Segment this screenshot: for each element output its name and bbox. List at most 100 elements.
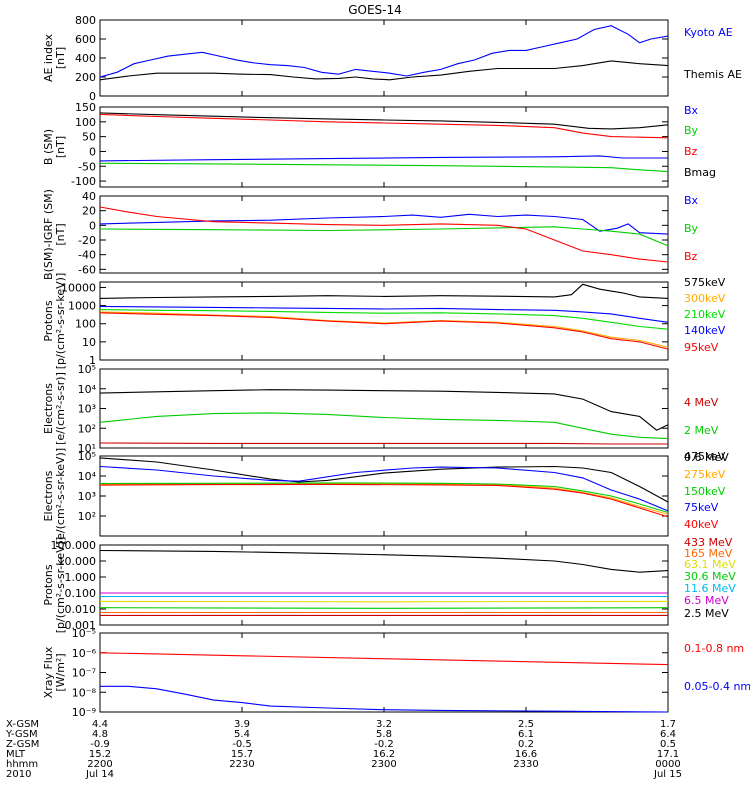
y-axis-label: [nT] <box>54 136 67 158</box>
y-tick-label: 10² <box>78 422 96 435</box>
panel-frame <box>100 369 668 448</box>
y-tick-label: 200 <box>75 71 96 84</box>
y-tick-label: 100 <box>75 318 96 331</box>
panel-electrons_hi: 10¹10²10³10⁴10⁵Electrons[e/(cm²-s-sr)]4 … <box>42 363 729 464</box>
legend-275kev: 275keV <box>684 468 726 481</box>
y-axis-label: [e/(cm²-s-sr)] <box>54 372 67 445</box>
legend-475kev: 475keV <box>684 450 726 463</box>
legend-0-05-0-4-nm: 0.05-0.4 nm <box>684 680 750 693</box>
y-tick-label: -40 <box>78 249 96 262</box>
y-tick-label: 400 <box>75 52 96 65</box>
series-line-by <box>100 163 668 171</box>
x-axis-value: 2330 <box>513 759 538 770</box>
plot-title: GOES-14 <box>348 3 402 17</box>
series-line-0-6-mev <box>100 390 668 431</box>
panel-frame <box>100 196 668 273</box>
y-axis-label: [W/m²] <box>54 653 67 691</box>
y-tick-label: -100 <box>71 175 96 188</box>
legend-210kev: 210keV <box>684 308 726 321</box>
legend-bmag: Bmag <box>684 166 716 179</box>
legend-bx: Bx <box>684 104 699 117</box>
x-axis-value: Jul 15 <box>653 769 682 780</box>
x-axis-table: X-GSMY-GSMZ-GSMMLThhmm20104.44.8-0.915.2… <box>5 719 682 780</box>
legend-575kev: 575keV <box>684 276 726 289</box>
y-tick-label: 0 <box>89 145 96 158</box>
legend-140kev: 140keV <box>684 324 726 337</box>
series-line-150kev <box>100 483 668 513</box>
y-axis-label: [nT] <box>54 223 67 245</box>
y-tick-label: 10² <box>78 510 96 523</box>
x-axis-value: 2300 <box>371 759 396 770</box>
y-tick-label: 10⁻⁵ <box>72 627 96 640</box>
x-axis-value: 2230 <box>229 759 254 770</box>
y-tick-label: 10³ <box>78 490 96 503</box>
panel-electrons_lo: 10²10³10⁴10⁵Electrons[e/(cm²-s-sr-keV)]4… <box>42 448 726 544</box>
y-tick-label: 0.100 <box>65 587 97 600</box>
series-line-30-6-mev <box>100 608 668 609</box>
y-tick-label: 40 <box>82 190 96 203</box>
series-line-2-mev <box>100 413 668 439</box>
y-tick-label: 0.010 <box>65 603 97 616</box>
y-tick-label: 50 <box>82 131 96 144</box>
panel-frame <box>100 107 668 187</box>
y-tick-label: 20 <box>82 205 96 218</box>
y-tick-label: 800 <box>75 14 96 27</box>
legend-bx: Bx <box>684 194 699 207</box>
panel-frame <box>100 20 668 96</box>
series-line-bx <box>100 156 668 161</box>
y-axis-label: [p/(cm²-s-sr-keV)] <box>54 537 67 634</box>
series-line-300kev <box>100 312 668 347</box>
legend-0-1-0-8-nm: 0.1-0.8 nm <box>684 642 744 655</box>
legend-2-mev: 2 MeV <box>684 424 719 437</box>
y-tick-label: 0 <box>89 219 96 232</box>
series-line-40kev <box>100 484 668 517</box>
panel-frame <box>100 282 668 360</box>
y-axis-label: [nT] <box>54 47 67 69</box>
series-line-themis-ae <box>100 61 668 80</box>
y-axis-label: [e/(cm²-s-sr-keV)] <box>54 448 67 544</box>
series-line-bx <box>100 214 668 234</box>
y-tick-label: 1.000 <box>65 571 97 584</box>
legend-bz: Bz <box>684 250 698 263</box>
y-tick-label: 10⁻⁹ <box>72 706 96 719</box>
panel-frame <box>100 633 668 712</box>
y-tick-label: 100 <box>75 116 96 129</box>
y-axis-label: [p/(cm²-s-sr-keV)] <box>54 273 67 370</box>
legend-2-5-mev: 2.5 MeV <box>684 607 729 620</box>
y-tick-label: 10⁴ <box>78 470 97 483</box>
legend-75kev: 75keV <box>684 501 719 514</box>
panel-protons_hi: 0.0010.0100.1001.00010.000100.000Protons… <box>42 536 736 633</box>
series-line-275kev <box>100 484 668 515</box>
series-line-2-5-mev <box>100 551 668 573</box>
y-tick-label: 10 <box>82 336 96 349</box>
series-line-475kev <box>100 458 668 502</box>
legend-by: By <box>684 222 699 235</box>
y-tick-label: 10³ <box>78 403 96 416</box>
y-tick-label: 150 <box>75 101 96 114</box>
series-line-0-1-0-8-nm <box>100 653 668 665</box>
series-line-bmag <box>100 113 668 129</box>
series-line-4-mev <box>100 443 668 444</box>
panel-protons: 110100100010000Protons[p/(cm²-s-sr-keV)]… <box>42 273 726 370</box>
y-tick-label: 10⁻⁶ <box>72 647 97 660</box>
legend-40kev: 40keV <box>684 518 719 531</box>
series-line-210kev <box>100 310 668 330</box>
legend-by: By <box>684 124 699 137</box>
series-line-kyoto-ae <box>100 26 668 77</box>
y-tick-label: -60 <box>78 263 96 276</box>
legend-95kev: 95keV <box>684 341 719 354</box>
y-tick-label: 1000 <box>68 300 96 313</box>
y-tick-label: 10⁻⁷ <box>72 667 96 680</box>
legend-150kev: 150keV <box>684 485 726 498</box>
y-tick-label: 10⁵ <box>78 363 96 376</box>
series-line-by <box>100 227 668 246</box>
legend-themis-ae: Themis AE <box>683 68 742 81</box>
legend-4-mev: 4 MeV <box>684 396 719 409</box>
x-axis-value: Jul 14 <box>85 769 114 780</box>
y-tick-label: 10⁻⁸ <box>72 686 97 699</box>
